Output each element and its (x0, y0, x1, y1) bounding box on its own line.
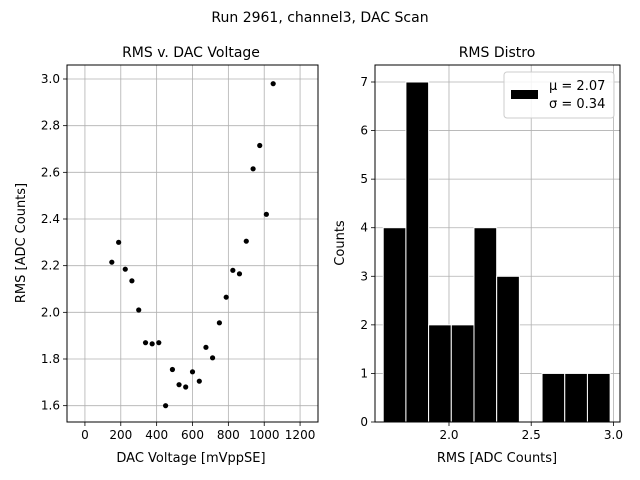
scatter-y-axis-label: RMS [ADC Counts] (14, 183, 29, 303)
histogram-x-ticks: 2.0 2.5 3.0 (439, 422, 623, 442)
scatter-point (263, 211, 269, 217)
scatter-point (122, 266, 128, 272)
scatter-grid (67, 65, 318, 422)
scatter-x-ticks: 0 200 400 600 800 1000 1200 (81, 422, 315, 442)
scatter-y-tick-label: 2.4 (41, 212, 60, 226)
histogram-y-tick-label: 3 (360, 269, 368, 283)
scatter-title: RMS v. DAC Voltage (122, 45, 260, 61)
scatter-x-tick-label: 1200 (285, 428, 316, 442)
scatter-y-tick-label: 1.8 (41, 352, 60, 366)
scatter-y-ticks: 1.6 1.8 2.0 2.2 2.4 2.6 2.8 3.0 (41, 72, 67, 413)
scatter-x-tick-label: 0 (81, 428, 89, 442)
legend-box (503, 71, 615, 119)
scatter-point (142, 340, 149, 346)
scatter-points (109, 81, 276, 409)
histogram-bar (541, 372, 566, 423)
legend-swatch (511, 90, 538, 99)
histogram-bar (405, 81, 430, 423)
histogram-y-tick-label: 1 (360, 366, 368, 380)
histogram-bar (428, 324, 452, 423)
scatter-point (230, 267, 236, 273)
legend-mu-label: μ = 2.07 (549, 79, 605, 94)
scatter-point (189, 369, 196, 375)
scatter-y-tick-label: 1.6 (41, 399, 60, 413)
histogram-x-axis-label: RMS [ADC Counts] (437, 451, 557, 466)
histogram-bar (564, 372, 588, 423)
histogram-legend: μ = 2.07 σ = 0.34 (503, 71, 615, 119)
histogram-panel: RMS Distro 2.0 2.5 3.0 0 1 2 3 4 5 6 7 RMS [ADC C… (333, 45, 623, 466)
histogram-y-tick-label: 6 (360, 124, 368, 138)
figure-suptitle: Run 2961, channel3, DAC Scan (211, 10, 428, 26)
histogram-x-tick-label: 2.5 (522, 428, 541, 442)
scatter-point (169, 366, 176, 373)
histogram-y-ticks: 0 1 2 3 4 5 6 7 (360, 75, 375, 429)
scatter-point (223, 294, 229, 300)
scatter-point (149, 341, 155, 347)
scatter-point (129, 278, 135, 284)
scatter-point (163, 403, 169, 409)
scatter-point (156, 340, 162, 346)
histogram-y-axis-label: Counts (333, 220, 348, 266)
scatter-y-tick-label: 3.0 (41, 72, 60, 86)
scatter-x-tick-label: 200 (109, 428, 132, 442)
histogram-bar (473, 227, 498, 423)
histogram-bar (450, 324, 475, 423)
histogram-y-tick-label: 0 (360, 415, 368, 429)
scatter-point (136, 307, 142, 313)
scatter-x-tick-label: 800 (217, 428, 240, 442)
scatter-panel: RMS v. DAC Voltage 0 200 400 600 800 1000 1200… (14, 45, 319, 466)
scatter-point (196, 378, 202, 384)
histogram-bar (496, 275, 520, 423)
histogram-bars (382, 81, 611, 423)
scatter-point (109, 259, 115, 265)
histogram-bar (382, 227, 407, 423)
scatter-y-tick-label: 2.8 (41, 119, 60, 133)
scatter-point (243, 238, 249, 244)
scatter-x-tick-label: 400 (145, 428, 168, 442)
scatter-point (236, 271, 243, 277)
scatter-x-tick-label: 1000 (249, 428, 280, 442)
histogram-y-tick-label: 2 (360, 318, 368, 332)
scatter-point (203, 344, 209, 350)
histogram-title: RMS Distro (459, 45, 536, 61)
scatter-x-tick-label: 600 (181, 428, 204, 442)
scatter-point (216, 320, 222, 326)
scatter-point (176, 382, 182, 388)
histogram-bar (586, 372, 611, 423)
scatter-x-axis-label: DAC Voltage [mVppSE] (116, 451, 265, 466)
scatter-point (209, 355, 216, 361)
scatter-y-tick-label: 2.2 (41, 259, 60, 273)
histogram-y-tick-label: 5 (360, 172, 368, 186)
scatter-point (183, 384, 189, 390)
scatter-point (270, 81, 276, 87)
scatter-point (257, 142, 263, 149)
scatter-point (250, 166, 256, 172)
legend-sigma-label: σ = 0.34 (549, 97, 605, 112)
histogram-x-tick-label: 3.0 (604, 428, 623, 442)
histogram-y-tick-label: 7 (360, 75, 368, 89)
histogram-axes-frame (374, 64, 621, 423)
histogram-x-tick-label: 2.0 (439, 428, 458, 442)
scatter-y-tick-label: 2.0 (41, 305, 60, 319)
scatter-y-tick-label: 2.6 (41, 165, 60, 179)
scatter-point (116, 239, 122, 245)
histogram-y-tick-label: 4 (360, 221, 368, 235)
